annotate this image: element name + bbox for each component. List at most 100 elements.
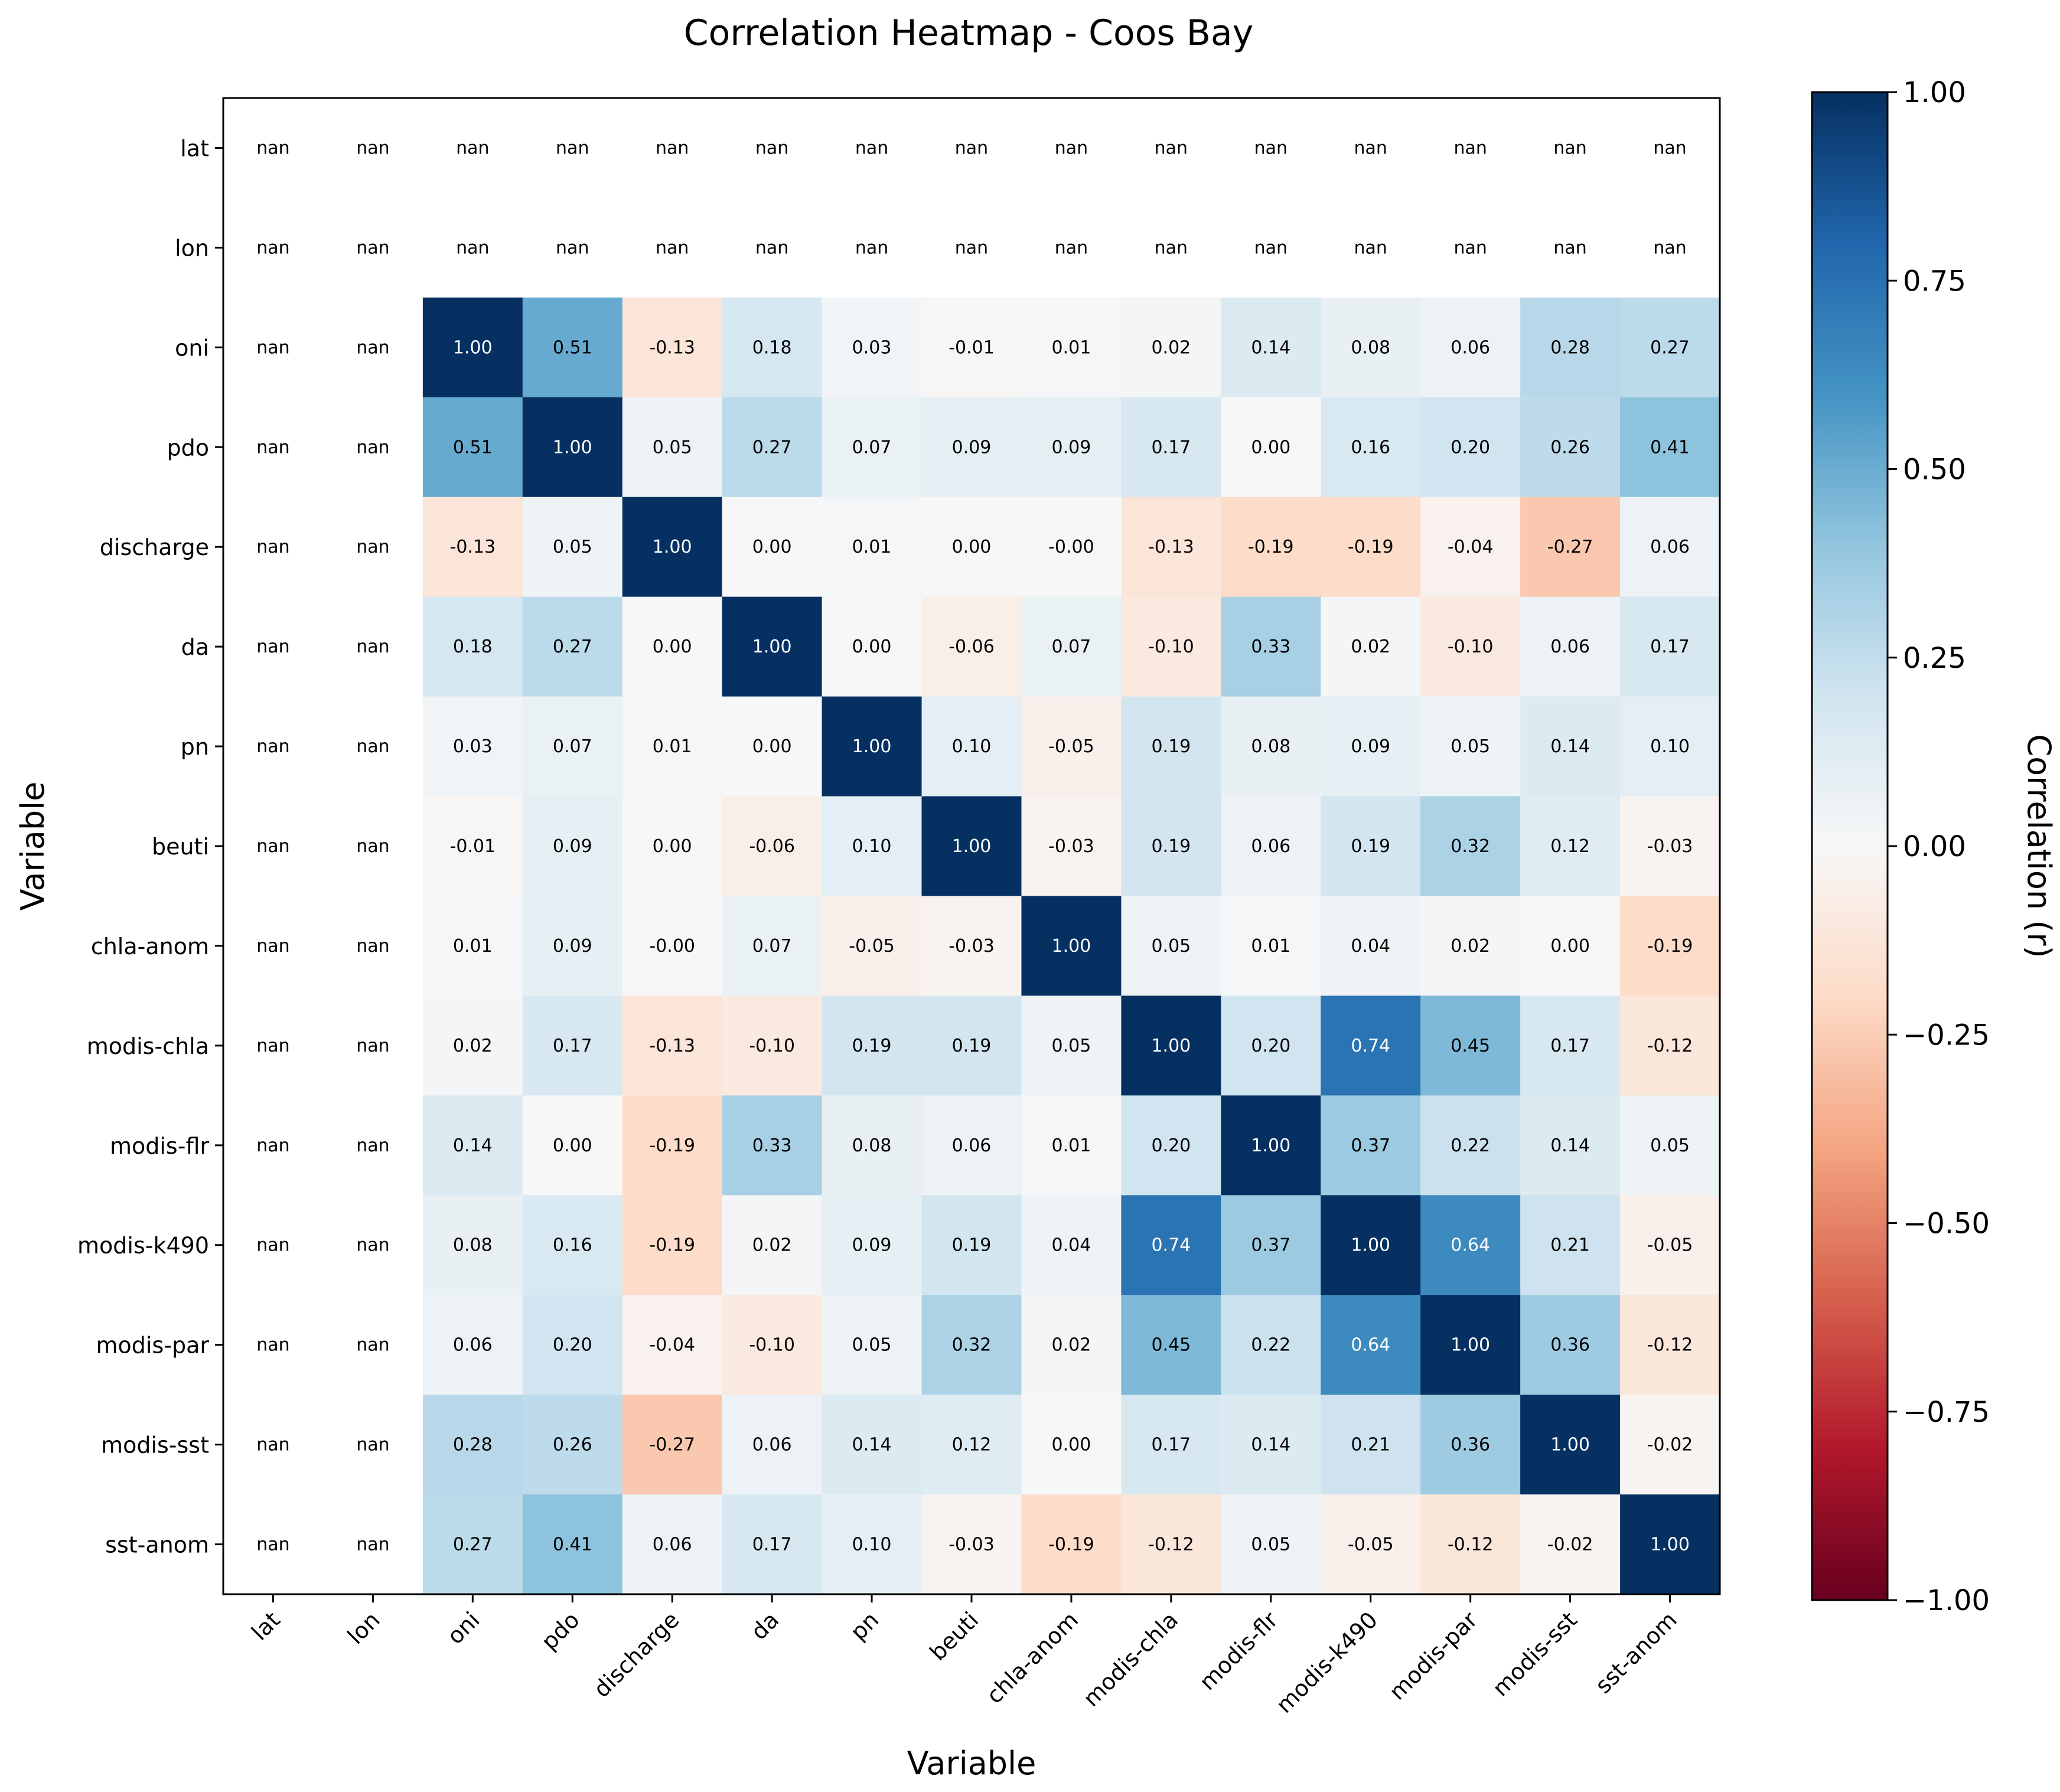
cell-value-label: 0.27 (553, 636, 592, 657)
cell-value-label: -0.03 (1647, 836, 1693, 857)
heatmap-cell-lon-pn (822, 197, 923, 298)
cell-value-label: 0.06 (752, 1435, 792, 1455)
heatmap-cell-da-modis-chla (1121, 596, 1221, 697)
heatmap-cell-discharge-discharge (622, 497, 723, 598)
heatmap-cell-pdo-pdo (522, 397, 623, 498)
heatmap-cell-modis-flr-pn (822, 1095, 923, 1196)
heatmap-cell-oni-da (722, 297, 823, 398)
colorbar-ticks: 1.00 0.75 0.50 0.25 0.00 −0.25 −0.50 −0.75 −1.00 (1888, 76, 1990, 1617)
heatmap-cell-oni-modis-chla (1121, 297, 1221, 398)
cell-value-label: -0.00 (1048, 537, 1094, 557)
cell-value-label: nan (256, 337, 289, 358)
heatmap-cell-modis-par-modis-flr (1221, 1295, 1321, 1395)
cell-value-label: -0.19 (649, 1235, 695, 1256)
cell-value-label: 0.26 (1550, 437, 1590, 458)
heatmap-cell-oni-discharge (622, 297, 723, 398)
heatmap-cell-lat-discharge (622, 98, 723, 198)
cell-value-label: 0.05 (1251, 1535, 1290, 1555)
colorbar-tick-label: −0.25 (1903, 1019, 1990, 1052)
cell-value-label: 0.07 (1052, 636, 1091, 657)
cell-value-label: 0.00 (553, 1135, 592, 1156)
heatmap-cell-lon-beuti (921, 197, 1022, 298)
cell-value-label: -0.10 (749, 1036, 795, 1056)
cell-value-label: nan (356, 1036, 389, 1056)
cell-value-label: nan (256, 138, 289, 158)
cell-value-label: 0.12 (1550, 836, 1590, 857)
cell-value-label: nan (356, 337, 389, 358)
cell-value-label: 0.01 (653, 736, 692, 757)
cell-value-label: 0.09 (1052, 437, 1091, 458)
heatmap-cell-beuti-discharge (622, 796, 723, 897)
heatmap-cell-oni-modis-flr (1221, 297, 1321, 398)
heatmap-cell-modis-flr-modis-sst (1520, 1095, 1621, 1196)
heatmap-cell-beuti-modis-flr (1221, 796, 1321, 897)
heatmap-cell-lat-modis-chla (1121, 98, 1221, 198)
heatmap-cell-da-discharge (622, 596, 723, 697)
heatmap-cell-oni-beuti (921, 297, 1022, 398)
heatmap-cell-lat-sst-anom (1620, 98, 1720, 198)
cell-value-label: nan (356, 1235, 389, 1256)
y-axis-label: Variable (14, 782, 51, 911)
cell-value-label: 1.00 (1251, 1135, 1290, 1156)
cell-value-label: 0.14 (1251, 1435, 1290, 1455)
cell-value-label: 0.00 (752, 537, 792, 557)
cell-value-label: 0.09 (553, 936, 592, 957)
heatmap-cell-modis-par-lon (322, 1295, 423, 1395)
cell-value-label: nan (1453, 138, 1487, 158)
y-tick-label: lat (180, 135, 209, 161)
cell-value-label: 0.74 (1351, 1036, 1390, 1056)
heatmap-cell-lat-modis-par (1420, 98, 1521, 198)
heatmap-cell-modis-par-beuti (921, 1295, 1022, 1395)
heatmap-cell-beuti-modis-chla (1121, 796, 1221, 897)
cell-value-label: -0.27 (1547, 537, 1593, 557)
cell-value-label: -0.10 (749, 1335, 795, 1356)
cell-value-label: 0.00 (653, 636, 692, 657)
cell-value-label: nan (356, 1535, 389, 1555)
heatmap-cell-modis-par-pn (822, 1295, 923, 1395)
cell-value-label: 0.22 (1251, 1335, 1290, 1356)
cell-value-label: 0.05 (553, 537, 592, 557)
heatmap-cell-modis-sst-lat (223, 1395, 324, 1495)
heatmap-cell-modis-sst-modis-k490 (1321, 1395, 1421, 1495)
heatmap-cell-modis-chla-lon (322, 995, 423, 1096)
heatmap-cell-pdo-chla-anom (1021, 397, 1122, 498)
heatmap-cell-oni-sst-anom (1620, 297, 1720, 398)
cell-value-label: 0.06 (1251, 836, 1290, 857)
cell-value-label: 0.02 (752, 1235, 792, 1256)
heatmap-cell-discharge-modis-flr (1221, 497, 1321, 598)
cell-value-label: nan (256, 1235, 289, 1256)
heatmap-cell-pn-oni (422, 696, 523, 797)
heatmap-cell-modis-flr-discharge (622, 1095, 723, 1196)
colorbar (1811, 91, 1889, 1601)
cell-value-label: nan (256, 1335, 289, 1356)
heatmap-cell-modis-flr-lon (322, 1095, 423, 1196)
heatmap-cell-lon-lon (322, 197, 423, 298)
heatmap-cell-modis-sst-modis-chla (1121, 1395, 1221, 1495)
heatmap-cell-pn-modis-par (1420, 696, 1521, 797)
heatmap-cell-chla-anom-pdo (522, 896, 623, 996)
heatmap-cell-lat-modis-k490 (1321, 98, 1421, 198)
cell-value-label: 0.18 (453, 636, 493, 657)
heatmap-cell-modis-k490-sst-anom (1620, 1195, 1720, 1295)
cell-value-label: -0.05 (849, 936, 895, 957)
heatmap-cell-modis-chla-lat (223, 995, 324, 1096)
heatmap-cell-modis-sst-beuti (921, 1395, 1022, 1495)
heatmap-cell-oni-lon (322, 297, 423, 398)
cell-value-label: nan (456, 138, 489, 158)
colorbar-tick-label: −1.00 (1903, 1584, 1990, 1617)
cell-value-label: -0.13 (1148, 537, 1194, 557)
cell-value-label: nan (256, 437, 289, 458)
cell-value-label: 0.36 (1451, 1435, 1490, 1455)
heatmap-cell-modis-k490-pdo (522, 1195, 623, 1295)
heatmap-cell-modis-k490-modis-chla (1121, 1195, 1221, 1295)
cell-value-label: 0.17 (752, 1535, 792, 1555)
heatmap-cell-modis-chla-da (722, 995, 823, 1096)
cell-value-label: nan (256, 1135, 289, 1156)
cell-value-label: -0.12 (1647, 1335, 1693, 1356)
heatmap-cell-pdo-lat (223, 397, 324, 498)
heatmap-cell-da-sst-anom (1620, 596, 1720, 697)
heatmap-cell-lat-lat (223, 98, 324, 198)
heatmap-cell-modis-par-da (722, 1295, 823, 1395)
cell-value-label: nan (855, 138, 888, 158)
